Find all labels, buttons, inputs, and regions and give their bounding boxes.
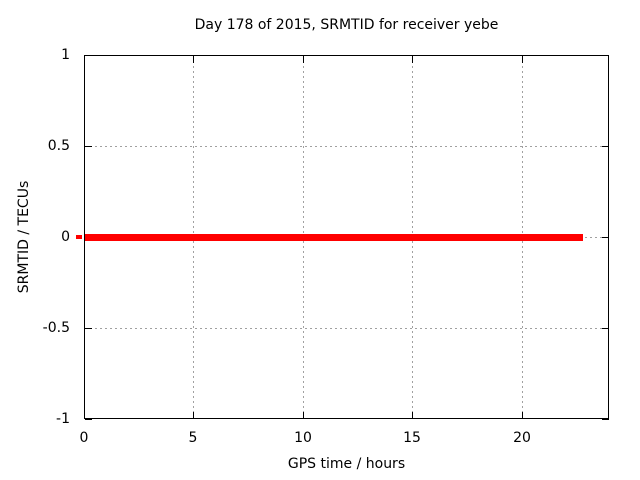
y-gridline	[85, 328, 608, 329]
x-axis-label: GPS time / hours	[287, 456, 406, 472]
x-tick-bottom	[193, 412, 194, 419]
x-tick-bottom	[522, 412, 523, 419]
x-tick-label: 5	[188, 430, 198, 446]
y-tick-right	[602, 328, 609, 329]
x-tick-top	[193, 56, 194, 63]
x-tick-top	[522, 56, 523, 63]
y-tick-left	[85, 328, 92, 329]
x-tick-label: 10	[294, 430, 312, 446]
y-tick-label: 1	[61, 47, 70, 63]
y-tick-right	[602, 146, 609, 147]
y-tick-right	[602, 237, 609, 238]
plot-border	[84, 55, 609, 419]
x-tick-bottom	[303, 412, 304, 419]
x-tick-top	[412, 56, 413, 63]
srmtid-data-line	[84, 234, 583, 241]
series-start-cap	[76, 235, 82, 239]
x-tick-label: 20	[513, 430, 531, 446]
y-tick-label: 0	[61, 229, 70, 245]
y-tick-right	[602, 419, 609, 420]
y-tick-label: 0.5	[47, 138, 70, 154]
x-tick-bottom	[412, 412, 413, 419]
chart-title: Day 178 of 2015, SRMTID for receiver yeb…	[194, 17, 499, 33]
x-tick-top	[303, 56, 304, 63]
y-gridline	[85, 146, 608, 147]
y-tick-label: -0.5	[42, 320, 70, 336]
y-tick-left	[85, 419, 92, 420]
x-tick-label: 15	[403, 430, 421, 446]
y-tick-label: -1	[56, 411, 70, 427]
x-tick-label: 0	[79, 430, 89, 446]
y-tick-left	[85, 146, 92, 147]
